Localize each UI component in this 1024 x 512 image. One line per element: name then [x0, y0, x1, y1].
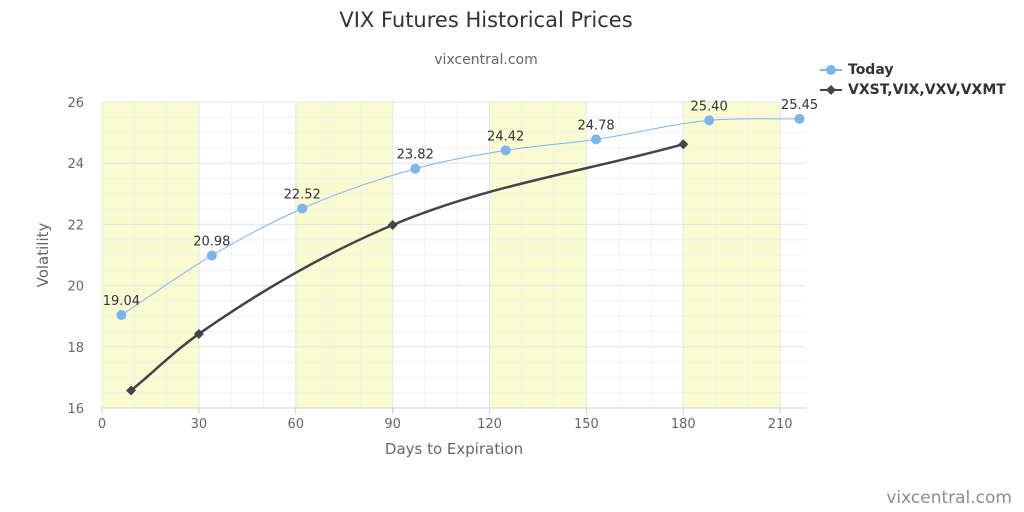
data-label: 19.04 — [103, 294, 140, 309]
data-label: 22.52 — [284, 187, 321, 202]
circle-marker-icon — [820, 65, 842, 75]
y-tick-label: 20 — [67, 280, 84, 295]
x-tick-label: 30 — [191, 417, 208, 432]
data-labels: 19.04 20.98 22.52 23.82 24.42 24.78 25.40 25.45 — [103, 98, 818, 309]
legend-label-today: Today — [848, 62, 894, 78]
data-point — [206, 250, 217, 261]
series-line — [121, 118, 800, 316]
data-point — [704, 115, 715, 126]
x-tick-label: 120 — [477, 417, 502, 432]
data-point — [297, 203, 308, 214]
x-tick-label: 0 — [98, 417, 106, 432]
chart-subtitle: vixcentral.com — [434, 52, 538, 68]
x-tick-label: 180 — [671, 417, 696, 432]
data-label: 20.98 — [193, 235, 230, 250]
data-point — [410, 163, 421, 174]
data-label: 24.42 — [487, 129, 524, 144]
y-axis-title: Volatility — [34, 222, 52, 287]
chart-legend: Today VXST,VIX,VXV,VXMT — [820, 60, 1006, 100]
data-point — [678, 139, 689, 150]
data-label: 25.40 — [691, 99, 728, 114]
chart-axes: 0 30 60 90 120 150 180 210 16 18 20 22 24 26 — [67, 96, 806, 432]
x-tick-label: 150 — [574, 417, 599, 432]
y-tick-label: 24 — [67, 157, 84, 172]
x-tick-label: 90 — [384, 417, 401, 432]
y-tick-label: 22 — [67, 218, 84, 233]
x-tick-label: 60 — [287, 417, 304, 432]
data-point — [193, 328, 204, 339]
data-point — [387, 220, 398, 231]
data-label: 25.45 — [781, 98, 818, 113]
x-tick-label: 210 — [768, 417, 793, 432]
data-label: 23.82 — [397, 148, 434, 163]
x-axis-title: Days to Expiration — [385, 440, 523, 458]
data-label: 24.78 — [577, 118, 614, 133]
series-line — [130, 143, 684, 392]
y-tick-label: 26 — [67, 96, 84, 111]
legend-label-indices: VXST,VIX,VXV,VXMT — [848, 82, 1006, 98]
y-tick-label: 18 — [67, 341, 84, 356]
diamond-marker-icon — [820, 85, 842, 95]
legend-item-today[interactable]: Today — [820, 60, 1006, 80]
credit-link[interactable]: vixcentral.com — [886, 488, 1012, 508]
chart-series — [116, 113, 805, 396]
data-point — [116, 309, 127, 320]
data-point — [500, 145, 511, 156]
data-point — [591, 134, 602, 145]
data-point — [126, 385, 137, 396]
y-tick-label: 16 — [67, 402, 84, 417]
legend-item-indices[interactable]: VXST,VIX,VXV,VXMT — [820, 80, 1006, 100]
data-point — [794, 113, 805, 124]
chart-title: VIX Futures Historical Prices — [339, 8, 633, 32]
